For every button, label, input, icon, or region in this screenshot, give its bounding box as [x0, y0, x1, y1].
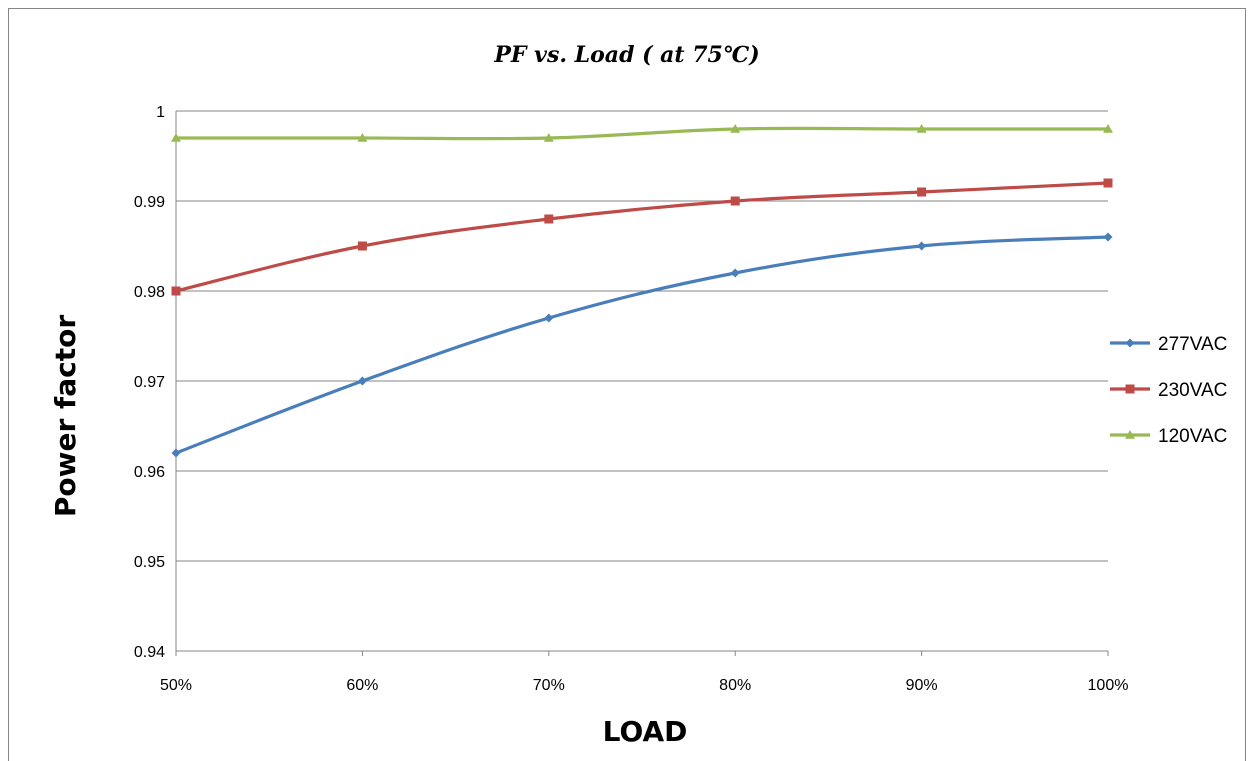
- x-tick-label: 70%: [533, 677, 565, 694]
- y-tick-label: 1: [156, 104, 165, 121]
- series-230vac: [171, 178, 1113, 296]
- series-line: [174, 181, 1110, 293]
- data-point-triangle: [1103, 124, 1113, 133]
- y-tick-label: 0.98: [134, 284, 165, 301]
- data-point-square: [1125, 384, 1135, 394]
- gridlines: [176, 110, 1108, 562]
- data-point-triangle: [1125, 430, 1135, 439]
- data-point-square: [917, 187, 927, 197]
- y-tick-label: 0.97: [134, 374, 165, 391]
- data-point-diamond: [171, 448, 181, 458]
- x-tick-label: 60%: [346, 677, 378, 694]
- data-point-triangle: [543, 133, 554, 142]
- y-tick-label: 0.94: [134, 644, 165, 661]
- series-line: [174, 126, 1110, 141]
- axes: [175, 111, 1109, 656]
- data-point-square: [171, 286, 181, 296]
- legend-item-230vac: 230VAC: [1110, 380, 1227, 401]
- legend-item-120vac: 120VAC: [1110, 426, 1227, 447]
- data-point-square: [1103, 178, 1113, 188]
- x-tick-label: 100%: [1088, 677, 1129, 694]
- series-line: [174, 235, 1110, 455]
- y-tick-label: 0.96: [134, 464, 165, 481]
- y-tick-label: 0.95: [134, 554, 165, 571]
- data-point-diamond: [730, 268, 740, 278]
- data-point-diamond: [357, 376, 367, 386]
- data-point-diamond: [1103, 232, 1113, 242]
- legend-label: 120VAC: [1158, 426, 1227, 447]
- x-tick-label: 50%: [160, 677, 192, 694]
- plot-series: [171, 124, 1113, 458]
- data-point-square: [357, 241, 367, 251]
- data-point-diamond: [1125, 338, 1135, 348]
- y-tick-label: 0.99: [134, 194, 165, 211]
- data-point-square: [544, 214, 554, 224]
- x-tick-label: 80%: [719, 677, 751, 694]
- series-277vac: [171, 232, 1113, 458]
- data-point-triangle: [357, 133, 368, 142]
- data-point-triangle: [916, 124, 927, 133]
- x-tick-labels: 50% 60% 70% 80% 90% 100%: [160, 677, 1128, 694]
- legend-label: 230VAC: [1158, 380, 1227, 401]
- chart-title: PF vs. Load ( at 75℃): [493, 42, 759, 68]
- y-tick-labels: 0.94 0.95 0.96 0.97 0.98 0.99 1: [134, 104, 165, 661]
- y-axis-title: Power factor: [49, 315, 82, 517]
- legend-label: 277VAC: [1158, 334, 1227, 355]
- data-point-diamond: [917, 241, 927, 251]
- data-point-diamond: [544, 313, 554, 323]
- x-tick-label: 90%: [906, 677, 938, 694]
- legend: 277VAC 230VAC 120VAC: [1110, 334, 1227, 447]
- data-point-triangle: [171, 133, 181, 142]
- data-point-square: [730, 196, 740, 206]
- data-point-triangle: [730, 124, 741, 133]
- x-axis-title: LOAD: [603, 715, 688, 748]
- series-120vac: [171, 124, 1113, 142]
- legend-item-277vac: 277VAC: [1110, 334, 1227, 355]
